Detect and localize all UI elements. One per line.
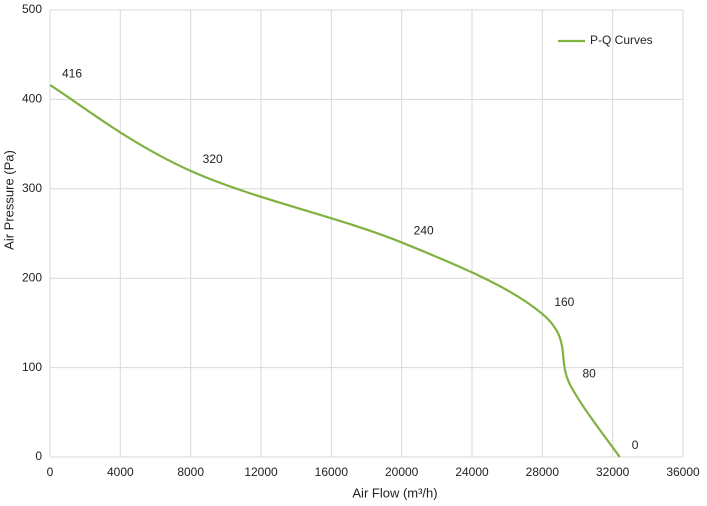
x-tick-label: 36000 — [666, 465, 700, 479]
data-label: 416 — [62, 66, 82, 80]
data-label: 160 — [554, 295, 574, 309]
x-tick-label: 20000 — [385, 465, 419, 479]
data-label: 0 — [632, 438, 639, 452]
data-label: 240 — [414, 224, 434, 238]
x-axis-title: Air Flow (m³/h) — [352, 485, 437, 500]
y-axis-title: Air Pressure (Pa) — [1, 150, 16, 250]
x-tick-label: 16000 — [315, 465, 349, 479]
y-tick-label: 200 — [22, 270, 42, 284]
x-tick-label: 4000 — [107, 465, 134, 479]
x-tick-label: 32000 — [596, 465, 630, 479]
x-tick-label: 12000 — [244, 465, 278, 479]
y-tick-label: 100 — [22, 360, 42, 374]
y-tick-label: 500 — [22, 2, 42, 16]
data-label: 80 — [582, 367, 596, 381]
y-tick-label: 0 — [35, 449, 42, 463]
line-series — [49, 84, 621, 458]
x-tick-label: 24000 — [455, 465, 489, 479]
y-tick-label: 400 — [22, 92, 42, 106]
legend-label: P-Q Curves — [590, 33, 653, 47]
x-tick-label: 0 — [47, 465, 54, 479]
x-tick-label: 28000 — [526, 465, 560, 479]
y-tick-label: 300 — [22, 181, 42, 195]
data-label: 320 — [203, 152, 223, 166]
x-tick-label: 8000 — [177, 465, 204, 479]
